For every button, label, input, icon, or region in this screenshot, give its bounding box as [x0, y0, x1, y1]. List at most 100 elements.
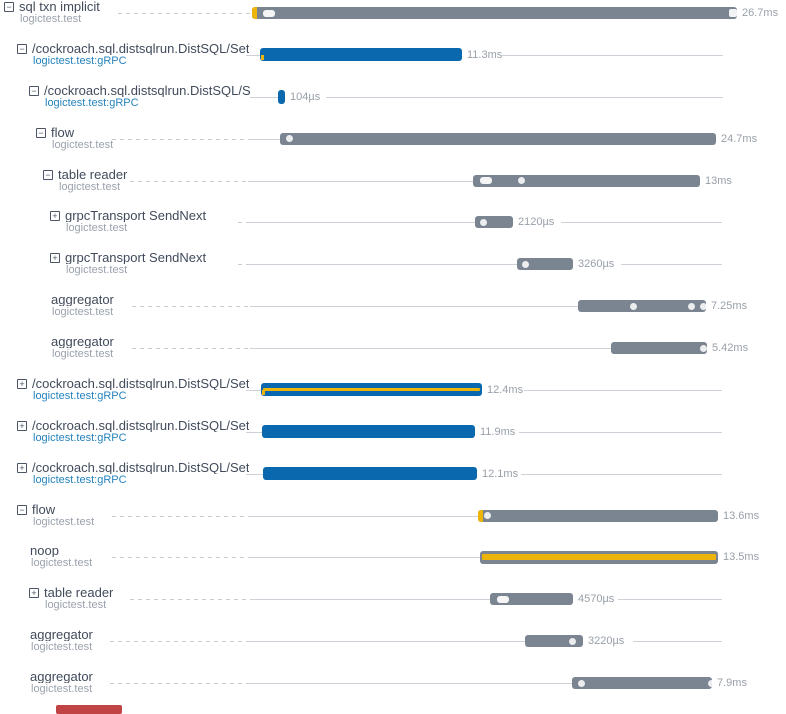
- leader-line: [246, 54, 260, 56]
- expand-icon[interactable]: +: [17, 462, 27, 473]
- span-bar[interactable]: [261, 383, 482, 397]
- duration-label: 12.4ms: [487, 383, 524, 396]
- span-bar[interactable]: [263, 467, 477, 481]
- span-name: sql txn implicit: [19, 0, 100, 13]
- leader-dashed-line: [238, 222, 250, 224]
- expand-icon[interactable]: +: [29, 588, 39, 599]
- leader-line: [246, 389, 261, 391]
- collapse-icon[interactable]: −: [29, 85, 39, 96]
- span-row: − flow logictest.test 24.7ms: [0, 118, 786, 160]
- event-marker[interactable]: [708, 679, 715, 687]
- span-bar[interactable]: [278, 89, 285, 104]
- event-marker[interactable]: [700, 344, 707, 352]
- span-bar[interactable]: [473, 174, 700, 187]
- span-service-link[interactable]: logictest.test:gRPC: [33, 431, 127, 444]
- event-marker[interactable]: [700, 302, 707, 310]
- expand-icon[interactable]: +: [50, 253, 60, 264]
- span-bar[interactable]: [280, 132, 716, 145]
- span-name: /cockroach.sql.distsqlrun.DistSQL/Set: [32, 418, 250, 432]
- duration-label: 4570µs: [578, 593, 615, 606]
- leader-dashed-line: [110, 683, 250, 684]
- event-marker[interactable]: [578, 679, 585, 687]
- duration-label: 104µs: [290, 90, 321, 103]
- span-start-tick: [261, 55, 264, 61]
- leader-dashed-line: [130, 599, 250, 601]
- duration-label: 24.7ms: [721, 132, 758, 145]
- expand-icon[interactable]: +: [17, 420, 27, 431]
- duration-label: 12.1ms: [482, 467, 519, 480]
- span-row: aggregator logictest.test 7.9ms: [0, 662, 786, 704]
- event-marker[interactable]: [263, 9, 275, 17]
- collapse-icon[interactable]: −: [17, 504, 27, 515]
- span-row: + table reader logictest.test 4570µs: [0, 578, 786, 620]
- collapse-icon[interactable]: −: [43, 169, 53, 180]
- span-bar[interactable]: [262, 425, 475, 439]
- span-yellow-stripe: [482, 554, 716, 561]
- span-bar[interactable]: [517, 258, 573, 271]
- clipped-red-bar[interactable]: [56, 705, 122, 714]
- span-bar[interactable]: [611, 342, 707, 354]
- span-service: logictest.test: [45, 599, 107, 612]
- span-bar[interactable]: [490, 593, 573, 606]
- leader-dashed-line: [238, 264, 250, 266]
- span-bar[interactable]: [480, 550, 718, 564]
- span-name: flow: [32, 502, 56, 516]
- span-service: logictest.test: [66, 222, 128, 235]
- leader-line: [246, 431, 262, 433]
- duration-label: 11.9ms: [480, 425, 516, 438]
- span-row: aggregator logictest.test 3220µs: [0, 620, 786, 662]
- span-name: aggregator: [30, 628, 93, 642]
- span-bar[interactable]: [252, 7, 737, 19]
- span-row: − flow logictest.test 13.6ms: [0, 495, 786, 537]
- event-marker[interactable]: [518, 177, 525, 184]
- span-service: logictest.test: [20, 13, 82, 25]
- event-marker[interactable]: [729, 9, 737, 17]
- event-marker[interactable]: [522, 260, 529, 268]
- duration-label: 2120µs: [518, 216, 555, 229]
- span-bar[interactable]: [260, 48, 462, 62]
- span-row: + /cockroach.sql.distsqlrun.DistSQL/Set lo…: [0, 369, 786, 411]
- event-marker[interactable]: [688, 302, 695, 310]
- collapse-icon[interactable]: −: [4, 2, 14, 12]
- leader-line: [250, 683, 572, 684]
- span-bar[interactable]: [572, 677, 715, 689]
- span-bar[interactable]: [578, 300, 707, 313]
- span-service-link[interactable]: logictest.test:gRPC: [33, 473, 127, 486]
- event-marker[interactable]: [484, 512, 491, 519]
- span-service-link[interactable]: logictest.test:gRPC: [33, 54, 127, 67]
- span-service: logictest.test: [31, 557, 93, 570]
- leader-line: [250, 599, 490, 601]
- span-service-link[interactable]: logictest.test:gRPC: [45, 96, 139, 109]
- span-service: logictest.test: [31, 641, 93, 654]
- expand-icon[interactable]: +: [50, 211, 60, 222]
- span-start-highlight: [252, 7, 257, 19]
- span-service-link[interactable]: logictest.test:gRPC: [33, 389, 127, 402]
- trailing-line: [326, 96, 723, 98]
- collapse-icon[interactable]: −: [17, 43, 27, 54]
- event-marker[interactable]: [630, 302, 637, 310]
- span-row: + grpcTransport SendNext logictest.test 212…: [0, 201, 786, 243]
- event-marker[interactable]: [480, 218, 487, 226]
- leader-line: [248, 180, 473, 182]
- collapse-icon[interactable]: −: [36, 127, 46, 138]
- event-marker[interactable]: [286, 135, 293, 143]
- expand-icon[interactable]: +: [17, 378, 27, 389]
- span-service: logictest.test: [31, 683, 93, 695]
- span-name: table reader: [44, 586, 114, 600]
- span-row: − sql txn implicit logictest.test 26.7ms: [0, 0, 786, 34]
- duration-label: 7.25ms: [711, 300, 748, 313]
- duration-label: 7.9ms: [717, 677, 747, 689]
- leader-line: [250, 515, 478, 517]
- event-marker[interactable]: [497, 595, 509, 603]
- span-name: /cockroach.sql.distsqlrun.DistSQL/Set: [32, 460, 250, 474]
- span-bar[interactable]: [475, 216, 513, 229]
- span-row: + grpcTransport SendNext logictest.test 326…: [0, 243, 786, 285]
- span-name: /cockroach.sql.distsqlrun.DistSQL/Set: [32, 376, 250, 390]
- event-marker[interactable]: [569, 637, 576, 645]
- event-marker[interactable]: [480, 177, 492, 184]
- duration-label: 13.5ms: [723, 551, 760, 564]
- span-name: flow: [51, 125, 75, 139]
- leader-dashed-line: [110, 641, 250, 643]
- span-bar[interactable]: [525, 635, 583, 648]
- span-bar[interactable]: [478, 509, 718, 522]
